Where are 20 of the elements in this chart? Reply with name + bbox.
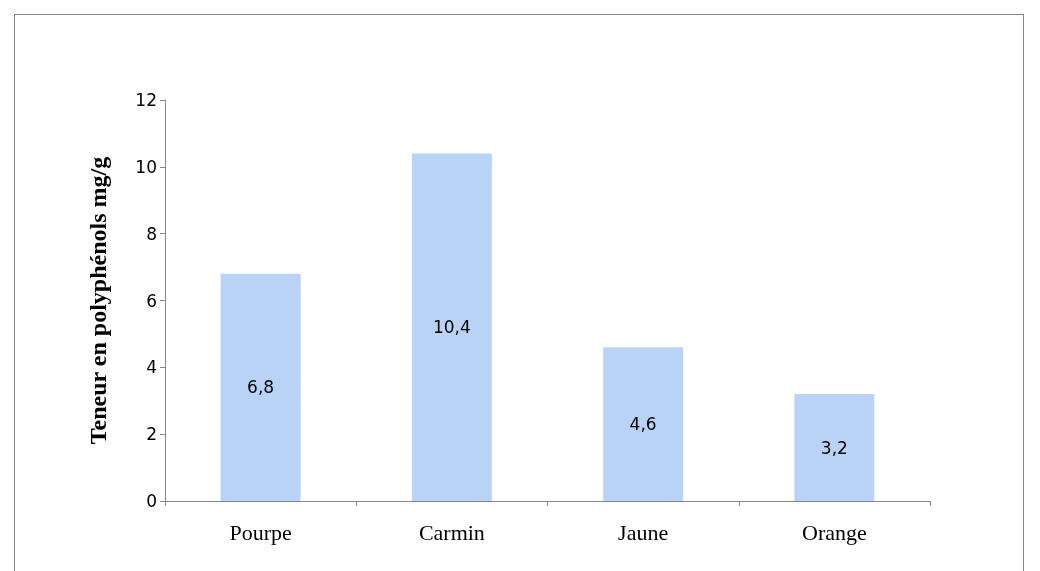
x-tick-label: Carmin bbox=[418, 519, 485, 545]
x-tick-label: Orange bbox=[802, 519, 867, 545]
y-tick-label: 4 bbox=[146, 357, 157, 378]
y-tick-label: 12 bbox=[135, 90, 157, 110]
y-tick-label: 2 bbox=[146, 424, 157, 445]
data-label: 4,6 bbox=[629, 414, 657, 435]
bar bbox=[603, 347, 684, 501]
bar bbox=[794, 394, 875, 501]
y-tick-label: 8 bbox=[146, 223, 157, 244]
y-tick-label: 6 bbox=[146, 290, 157, 311]
bar bbox=[220, 273, 301, 501]
y-tick-label: 10 bbox=[135, 156, 157, 177]
y-tick-label: 0 bbox=[146, 491, 157, 511]
bar bbox=[411, 153, 492, 501]
data-label: 10,4 bbox=[432, 317, 471, 338]
data-label: 6,8 bbox=[247, 377, 275, 398]
y-axis-title: Teneur en polyphénols mg/g bbox=[85, 156, 111, 445]
data-label: 3,2 bbox=[820, 437, 848, 458]
x-tick-label: Pourpe bbox=[229, 519, 292, 545]
x-tick-label: Jaune bbox=[618, 519, 669, 545]
